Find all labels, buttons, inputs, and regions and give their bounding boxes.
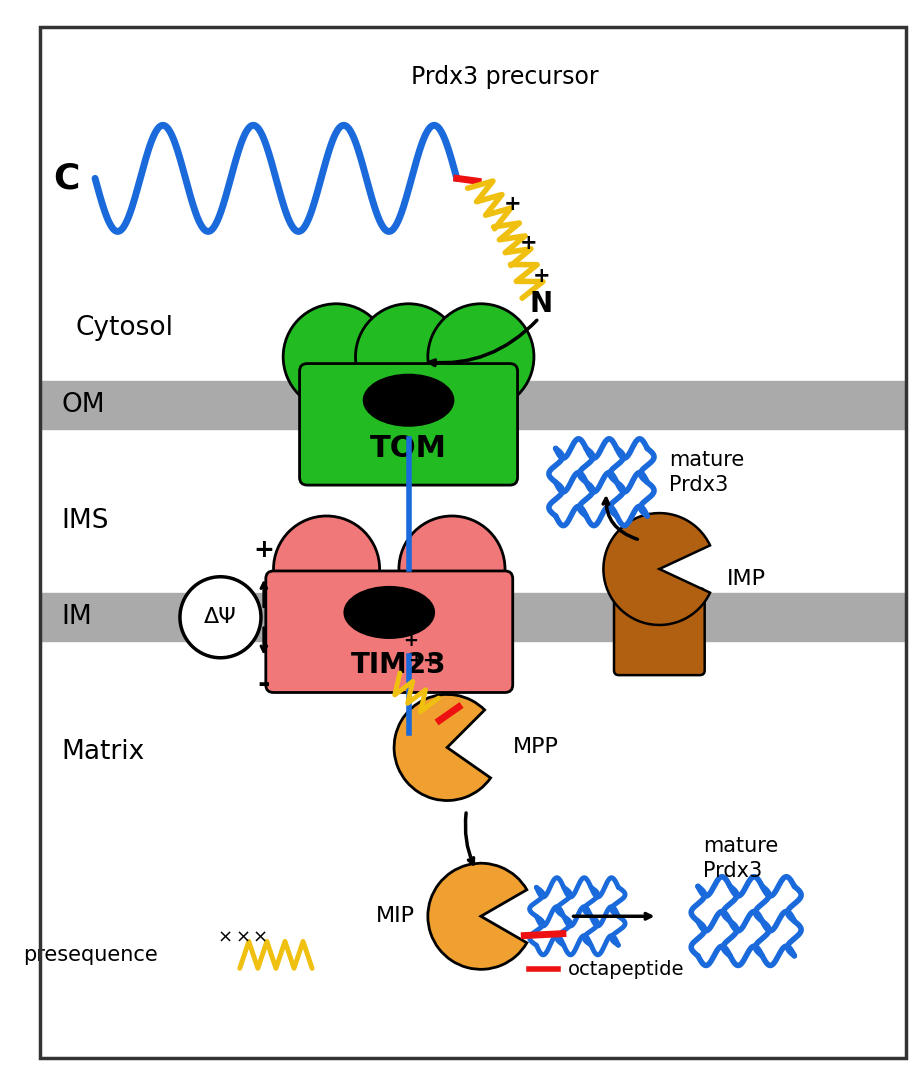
Text: +: +: [253, 538, 274, 562]
Text: MIP: MIP: [377, 906, 415, 927]
Circle shape: [180, 577, 261, 658]
FancyBboxPatch shape: [300, 363, 517, 485]
Ellipse shape: [344, 586, 435, 639]
Text: +: +: [403, 633, 418, 650]
Text: IMP: IMP: [727, 569, 766, 589]
Text: +: +: [533, 266, 550, 285]
Text: ++: ++: [408, 652, 438, 669]
Text: mature
Prdx3: mature Prdx3: [703, 837, 778, 881]
Text: IMS: IMS: [61, 508, 109, 534]
Text: OM: OM: [61, 392, 105, 418]
Text: -: -: [258, 671, 271, 699]
Circle shape: [283, 304, 389, 410]
Wedge shape: [603, 513, 710, 625]
Text: octapeptide: octapeptide: [568, 960, 685, 979]
Circle shape: [356, 304, 462, 410]
Wedge shape: [428, 864, 526, 969]
Text: TIM23: TIM23: [351, 651, 447, 679]
Bar: [40, 381, 907, 430]
Text: MPP: MPP: [513, 738, 558, 757]
Text: C: C: [53, 162, 80, 195]
Text: ΔΨ: ΔΨ: [204, 608, 237, 627]
FancyBboxPatch shape: [266, 571, 513, 692]
Circle shape: [273, 516, 379, 622]
Text: TOM: TOM: [370, 434, 447, 463]
Text: ×: ×: [218, 929, 233, 946]
Circle shape: [428, 304, 534, 410]
Circle shape: [399, 516, 505, 622]
Text: Prdx3 precursor: Prdx3 precursor: [411, 65, 599, 89]
Text: +: +: [519, 233, 537, 253]
Text: presequence: presequence: [23, 945, 158, 965]
Text: mature
Prdx3: mature Prdx3: [669, 450, 744, 495]
FancyBboxPatch shape: [614, 588, 705, 675]
Text: +: +: [504, 194, 522, 215]
Text: ×: ×: [235, 929, 250, 946]
Text: Cytosol: Cytosol: [76, 315, 174, 341]
Text: N: N: [529, 290, 552, 318]
Bar: [40, 593, 907, 641]
Wedge shape: [394, 694, 491, 801]
Ellipse shape: [363, 373, 454, 426]
Text: Matrix: Matrix: [61, 739, 144, 765]
Text: ×: ×: [252, 929, 268, 946]
Text: IM: IM: [61, 604, 92, 630]
